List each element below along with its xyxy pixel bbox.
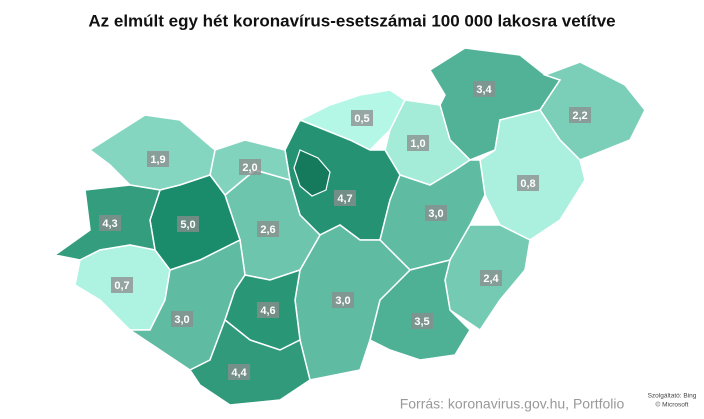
value-label: 4,3 bbox=[102, 218, 117, 230]
value-label: 1,0 bbox=[410, 138, 425, 150]
label-box bbox=[351, 110, 373, 126]
region bbox=[539, 61, 646, 161]
label-box bbox=[111, 277, 133, 293]
value-label: 3,0 bbox=[174, 314, 189, 326]
label-box bbox=[228, 364, 250, 380]
value-label: 5,0 bbox=[180, 219, 195, 231]
label-box bbox=[239, 159, 261, 175]
value-label: 0,8 bbox=[520, 178, 535, 190]
label-box bbox=[257, 221, 279, 237]
label-box bbox=[257, 302, 279, 318]
source: Forrás: koronavirus.gov.hu, Portfolio bbox=[400, 396, 625, 412]
value-label: 2,6 bbox=[260, 224, 275, 236]
regions bbox=[53, 47, 646, 406]
value-label: 4,7 bbox=[337, 193, 352, 205]
value-label: 2,2 bbox=[572, 110, 587, 122]
value-label: 3,4 bbox=[476, 84, 492, 96]
value-label: 1,9 bbox=[150, 154, 165, 166]
map-title: Az elmúlt egy hét koronavírus-esetszámai… bbox=[88, 11, 615, 30]
label-box bbox=[407, 135, 429, 151]
label-box bbox=[425, 205, 447, 221]
label-box bbox=[334, 190, 356, 206]
region bbox=[188, 318, 311, 406]
value-label: 2,0 bbox=[242, 162, 257, 174]
label-box bbox=[480, 270, 502, 286]
label-box bbox=[177, 216, 199, 232]
label-box bbox=[569, 107, 591, 123]
labels: 3,4 2,2 0,8 0,5 1,0 4,7 3,0 2,4 3,5 3,0 2,6 2,0 1,9 5… bbox=[99, 81, 591, 380]
attribution: © Microsoft bbox=[656, 401, 689, 409]
attribution: Szolgáltató: Bing bbox=[648, 393, 697, 400]
value-label: 0,7 bbox=[114, 280, 129, 292]
budapest bbox=[293, 149, 331, 197]
value-label: 3,5 bbox=[414, 316, 429, 328]
value-label: 3,0 bbox=[428, 208, 443, 220]
label-box bbox=[517, 175, 539, 191]
label-box bbox=[332, 292, 354, 308]
value-label: 4,6 bbox=[260, 305, 275, 317]
value-label: 3,0 bbox=[335, 295, 350, 307]
label-box bbox=[147, 151, 169, 167]
label-box bbox=[171, 311, 193, 327]
label-box bbox=[473, 81, 495, 97]
value-label: 0,5 bbox=[354, 113, 369, 125]
label-box bbox=[411, 313, 433, 329]
value-label: 2,4 bbox=[483, 273, 499, 285]
label-box bbox=[99, 215, 121, 231]
value-label: 4,4 bbox=[231, 367, 247, 379]
